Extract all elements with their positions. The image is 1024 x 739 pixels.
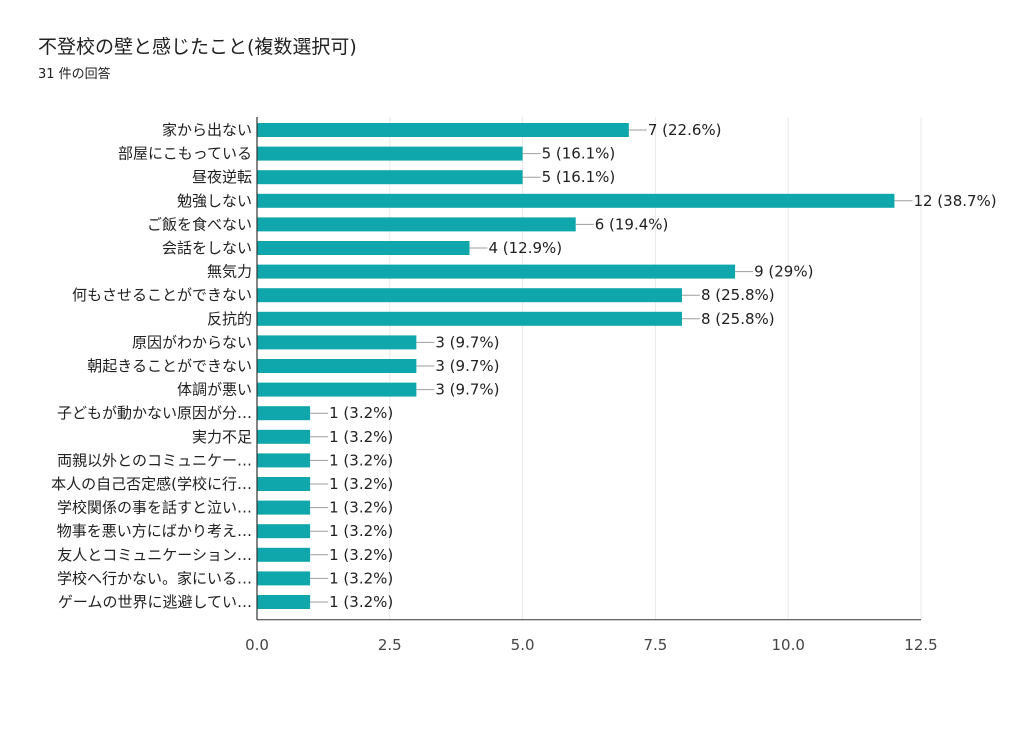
- category-label: 両親以外とのコミュニケー…: [57, 451, 252, 469]
- chart-header: 不登校の壁と感じたこと(複数選択可) 31 件の回答: [38, 34, 357, 84]
- data-label: 3 (9.7%): [435, 333, 499, 351]
- data-label: 9 (29%): [754, 263, 813, 281]
- data-label: 1 (3.2%): [329, 499, 393, 517]
- bar: [257, 193, 895, 208]
- category-label: 体調が悪い: [177, 381, 252, 399]
- data-label: 5 (16.1%): [542, 168, 616, 186]
- x-tick-label: 7.5: [643, 636, 667, 654]
- bar: [257, 335, 417, 350]
- category-label: 本人の自己否定感(学校に行…: [51, 475, 252, 493]
- data-label: 6 (19.4%): [595, 215, 669, 233]
- category-label: 実力不足: [192, 428, 252, 446]
- bar: [257, 311, 682, 326]
- category-label: 反抗的: [207, 310, 252, 328]
- category-label: ご飯を食べない: [147, 215, 252, 233]
- category-label: ゲームの世界に逃避してい…: [58, 593, 252, 611]
- data-label: 7 (22.6%): [648, 121, 722, 139]
- data-label: 1 (3.2%): [329, 593, 393, 611]
- labels: 0.0 2.5 5.0 7.5 10.0 12.5 7 (22.6%) 家から出ない 5 (16…: [51, 121, 997, 654]
- data-label: 1 (3.2%): [329, 428, 393, 446]
- chart-title: 不登校の壁と感じたこと(複数選択可): [38, 36, 357, 58]
- bar: [257, 453, 311, 468]
- bar: [257, 123, 629, 137]
- data-label: 5 (16.1%): [542, 145, 616, 163]
- bar: [257, 359, 417, 373]
- data-label: 3 (9.7%): [435, 381, 499, 399]
- bar: [257, 477, 311, 491]
- data-label: 8 (25.8%): [701, 286, 775, 304]
- bar: [257, 241, 470, 255]
- bar: [257, 288, 682, 303]
- response-count: 31 件の回答: [38, 67, 111, 82]
- x-tick-label: 0.0: [245, 636, 269, 654]
- category-label: 友人とコミュニケーション…: [57, 546, 252, 564]
- bars: [257, 123, 913, 609]
- data-label: 1 (3.2%): [329, 569, 393, 587]
- x-tick-label: 5.0: [511, 636, 535, 654]
- bar: [257, 429, 311, 444]
- data-label: 1 (3.2%): [329, 522, 393, 540]
- category-label: 学校関係の事を話すと泣い…: [57, 499, 252, 517]
- bar: [257, 264, 736, 279]
- category-label: 子どもが動かない原因が分…: [57, 404, 252, 422]
- bar: [257, 524, 311, 539]
- category-label: 無気力: [207, 263, 252, 281]
- bar: [257, 217, 576, 232]
- bar: [257, 382, 417, 397]
- category-label: 家から出ない: [162, 121, 252, 139]
- axes: [256, 117, 921, 621]
- data-label: 12 (38.7%): [913, 192, 996, 210]
- category-label: 朝起きることができない: [87, 357, 252, 375]
- data-label: 4 (12.9%): [488, 239, 562, 257]
- category-label: 物事を悪い方にばかり考え…: [57, 522, 252, 540]
- x-tick-label: 2.5: [378, 636, 402, 654]
- data-label: 1 (3.2%): [329, 451, 393, 469]
- category-label: 部屋にこもっている: [118, 145, 252, 163]
- bar: [257, 571, 311, 586]
- category-label: 何もさせることができない: [72, 286, 252, 304]
- x-tick-label: 10.0: [771, 636, 804, 654]
- bar: [257, 500, 311, 515]
- category-label: 原因がわからない: [132, 333, 252, 351]
- data-label: 1 (3.2%): [329, 475, 393, 493]
- category-label: 学校へ行かない。家にいる…: [57, 569, 252, 587]
- category-label: 勉強しない: [177, 192, 252, 210]
- data-label: 1 (3.2%): [329, 546, 393, 564]
- data-label: 3 (9.7%): [435, 357, 499, 375]
- bar: [257, 406, 311, 421]
- category-label: 昼夜逆転: [192, 168, 252, 186]
- data-label: 8 (25.8%): [701, 310, 775, 328]
- x-tick-label: 12.5: [904, 636, 937, 654]
- bar: [257, 146, 523, 161]
- bar: [257, 547, 311, 562]
- data-label: 1 (3.2%): [329, 404, 393, 422]
- bar: [257, 170, 523, 185]
- category-label: 会話をしない: [162, 239, 252, 257]
- bar: [257, 595, 311, 609]
